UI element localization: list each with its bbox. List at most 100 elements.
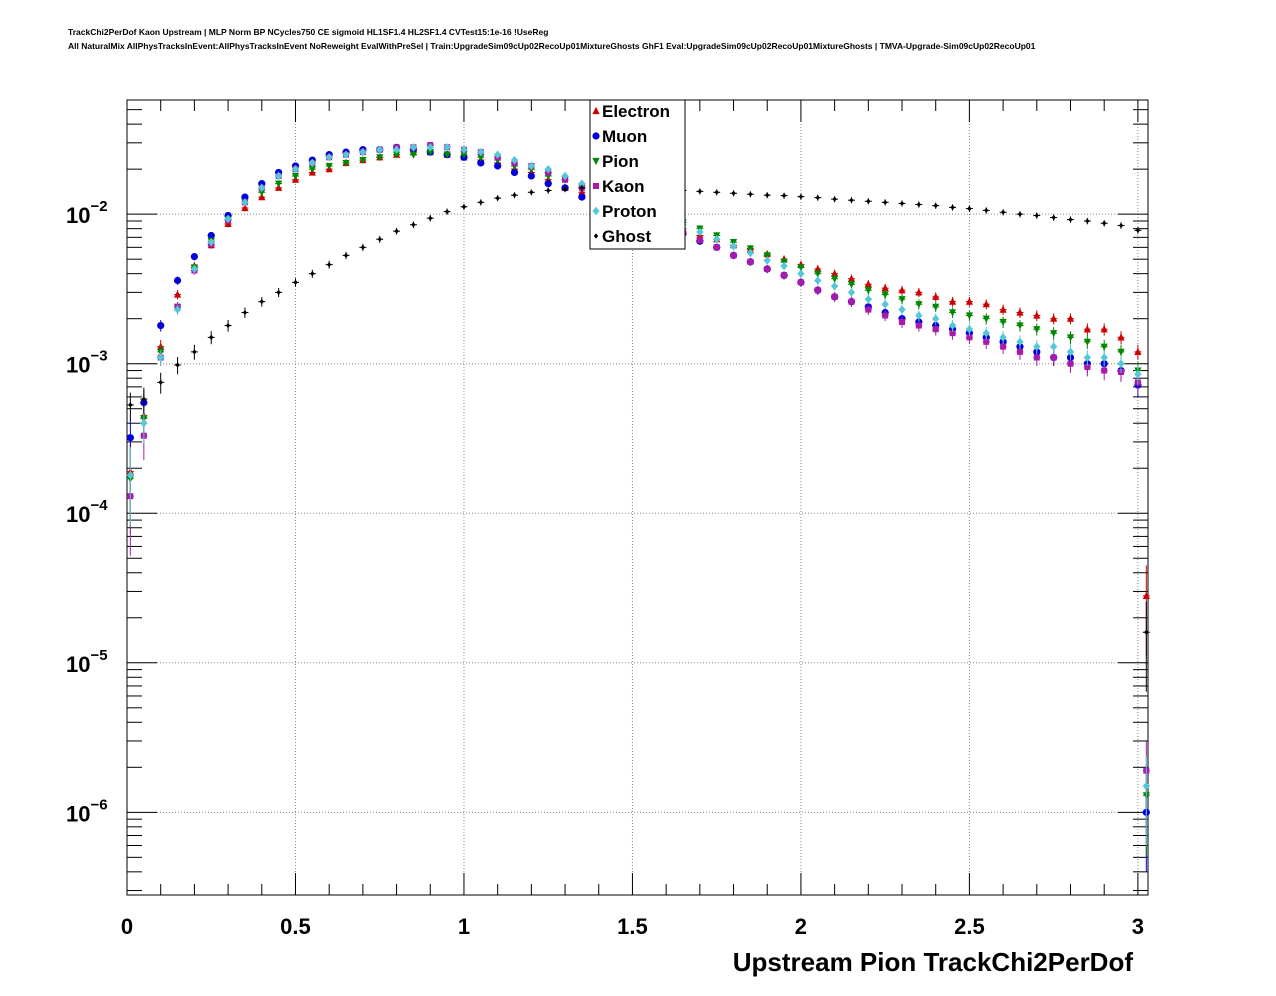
data-point bbox=[1117, 359, 1125, 368]
data-point bbox=[932, 314, 940, 323]
data-point bbox=[1118, 222, 1124, 229]
data-point bbox=[392, 151, 401, 159]
data-point bbox=[175, 362, 180, 368]
data-point bbox=[158, 379, 163, 385]
data-point bbox=[291, 164, 300, 174]
data-point bbox=[780, 261, 788, 271]
data-point bbox=[126, 434, 134, 442]
data-point bbox=[409, 151, 418, 159]
data-point bbox=[561, 171, 569, 181]
header-title-line-2: All NaturalMix AllPhysTracksInEvent:AllP… bbox=[68, 41, 1036, 51]
data-point bbox=[781, 193, 787, 199]
data-point bbox=[478, 199, 484, 205]
data-point bbox=[310, 271, 315, 277]
data-point bbox=[1033, 326, 1041, 334]
data-point bbox=[140, 419, 148, 428]
data-point bbox=[1033, 354, 1040, 361]
data-point bbox=[983, 338, 990, 345]
data-point bbox=[325, 153, 333, 162]
data-point bbox=[1000, 343, 1007, 350]
legend-marker bbox=[592, 157, 600, 166]
data-point bbox=[1117, 348, 1125, 356]
data-point bbox=[898, 296, 906, 304]
data-point bbox=[495, 195, 500, 201]
data-point bbox=[1000, 209, 1006, 215]
data-point bbox=[359, 147, 367, 157]
data-point bbox=[713, 244, 720, 251]
legend-marker bbox=[593, 233, 599, 239]
data-point bbox=[275, 171, 283, 181]
data-point bbox=[999, 305, 1007, 313]
series-muon bbox=[126, 143, 1150, 872]
data-point bbox=[882, 199, 888, 205]
data-point bbox=[190, 264, 198, 274]
data-point bbox=[832, 196, 837, 202]
data-point bbox=[933, 203, 938, 209]
y-tick-label: 10−2 bbox=[66, 198, 108, 228]
data-point bbox=[847, 274, 856, 282]
data-point bbox=[899, 319, 906, 326]
data-point bbox=[1084, 364, 1091, 371]
data-point bbox=[781, 272, 788, 279]
data-point bbox=[1100, 325, 1108, 333]
data-point bbox=[578, 193, 586, 201]
data-point bbox=[209, 334, 214, 340]
data-point bbox=[1033, 342, 1041, 351]
data-point bbox=[1083, 353, 1091, 362]
data-point bbox=[157, 321, 165, 330]
data-point bbox=[764, 265, 771, 272]
data-point bbox=[392, 145, 401, 154]
data-point bbox=[982, 315, 990, 323]
data-point bbox=[1050, 330, 1058, 338]
legend-label: Muon bbox=[602, 127, 647, 146]
legend-marker bbox=[592, 132, 600, 140]
data-point bbox=[444, 209, 450, 215]
data-point bbox=[428, 215, 433, 221]
data-point bbox=[1050, 342, 1058, 351]
data-point bbox=[1066, 334, 1075, 342]
x-tick-label: 3 bbox=[1132, 914, 1144, 939]
data-point bbox=[730, 252, 737, 259]
data-point bbox=[510, 168, 519, 177]
data-point bbox=[950, 204, 955, 210]
data-point bbox=[814, 287, 821, 294]
data-point bbox=[965, 312, 974, 320]
data-point bbox=[308, 166, 316, 174]
data-point bbox=[697, 188, 703, 194]
data-point bbox=[982, 300, 990, 308]
data-point bbox=[141, 396, 147, 402]
data-point bbox=[293, 279, 298, 285]
data-point bbox=[999, 318, 1007, 327]
data-point bbox=[1101, 367, 1108, 374]
data-point bbox=[984, 207, 989, 213]
data-point bbox=[1066, 314, 1075, 322]
y-tick-label: 10−6 bbox=[66, 796, 108, 826]
data-point bbox=[763, 256, 771, 265]
data-point bbox=[729, 242, 738, 251]
data-point bbox=[224, 214, 232, 224]
data-point bbox=[325, 162, 333, 171]
series-proton bbox=[126, 143, 1150, 846]
legend-marker bbox=[592, 206, 600, 216]
data-point bbox=[562, 186, 568, 192]
data-point bbox=[915, 301, 923, 309]
data-point bbox=[291, 172, 300, 181]
data-point bbox=[1016, 348, 1023, 355]
data-point bbox=[1134, 370, 1142, 379]
data-point bbox=[797, 279, 804, 286]
data-point bbox=[190, 253, 198, 261]
data-point bbox=[1100, 343, 1108, 351]
data-point bbox=[461, 204, 467, 210]
data-point bbox=[965, 297, 974, 305]
data-point bbox=[241, 193, 249, 201]
data-point bbox=[949, 330, 956, 337]
legend-label: Kaon bbox=[602, 177, 645, 196]
data-point bbox=[1050, 354, 1057, 361]
data-point bbox=[1051, 214, 1056, 221]
data-point bbox=[915, 311, 923, 320]
data-point bbox=[765, 192, 770, 198]
data-point bbox=[1085, 218, 1090, 224]
data-point bbox=[882, 312, 889, 319]
data-point bbox=[847, 281, 856, 289]
data-point bbox=[510, 155, 519, 165]
